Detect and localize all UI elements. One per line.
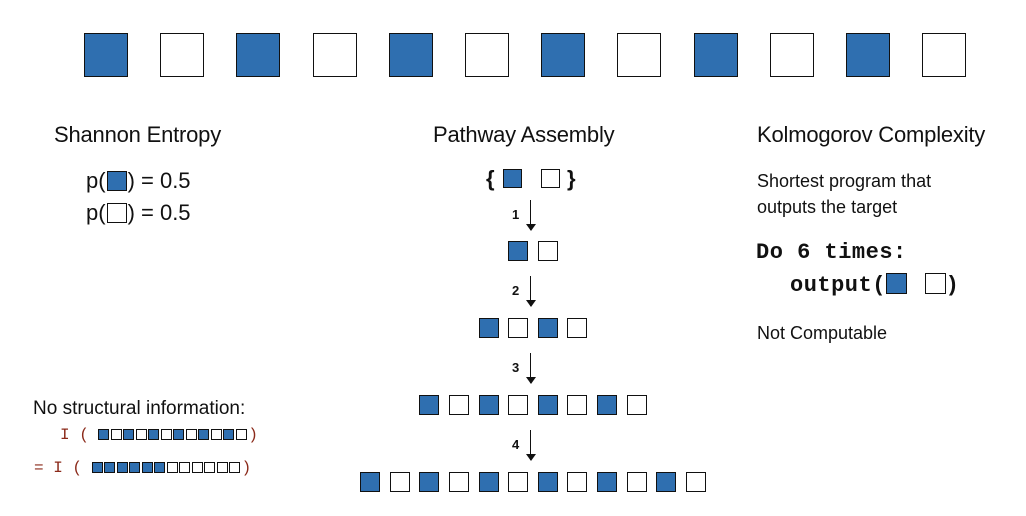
- step-3-arrow-icon: [525, 353, 536, 384]
- kolmogorov-description-line-1: Shortest program that: [757, 171, 932, 191]
- pathway-square-filled: [360, 472, 380, 492]
- target-square-empty: [313, 33, 357, 77]
- step-2-label: 2: [512, 283, 520, 298]
- not-computable-label: Not Computable: [757, 323, 888, 343]
- kolmogorov-complexity-title: Kolmogorov Complexity: [757, 122, 986, 147]
- target-square-empty: [465, 33, 509, 77]
- pathway-square-empty: [567, 472, 587, 492]
- pathway-square-empty: [567, 318, 587, 338]
- target-square-filled: [389, 33, 433, 77]
- pathway-square-filled: [419, 472, 439, 492]
- target-square-empty: [617, 33, 661, 77]
- pathway-square-empty: [508, 395, 528, 415]
- mini-square-filled: [223, 429, 235, 440]
- shannon-entropy-title: Shannon Entropy: [54, 122, 222, 147]
- target-square-filled: [694, 33, 738, 77]
- pathway-square-empty: [686, 472, 706, 492]
- pathway-square-filled: [479, 318, 499, 338]
- building-block-empty: [541, 169, 560, 188]
- pathway-square-empty: [449, 472, 469, 492]
- pathway-square-empty: [567, 395, 587, 415]
- pathway-square-filled: [538, 318, 558, 338]
- mini-square-empty: [235, 429, 247, 440]
- brace-close: }: [567, 166, 576, 191]
- mini-square-empty: [216, 462, 228, 473]
- mini-square-empty: [229, 462, 241, 473]
- mini-square-empty: [210, 429, 222, 440]
- pathway-square-empty: [449, 395, 469, 415]
- brace-open: {: [486, 166, 495, 191]
- pathway-square-filled: [597, 395, 617, 415]
- program-line-2: output( ): [790, 273, 960, 298]
- step-2-arrow-icon: [525, 276, 536, 307]
- mini-square-filled: [91, 462, 103, 473]
- pathway-square-filled: [538, 472, 558, 492]
- pathway-square-empty: [508, 318, 528, 338]
- empty-square-icon: [924, 273, 946, 294]
- pathway-square-filled: [479, 472, 499, 492]
- probability-empty: p() = 0.5: [86, 200, 191, 225]
- mini-square-empty: [135, 429, 147, 440]
- mini-square-filled: [198, 429, 210, 440]
- mini-square-filled: [98, 429, 110, 440]
- kolmogorov-description-line-2: outputs the target: [757, 197, 898, 217]
- mini-square-filled: [116, 462, 128, 473]
- no-structural-information-label: No structural information:: [33, 398, 246, 419]
- pathway-square-filled: [508, 241, 528, 261]
- information-grouped: = I ( ): [34, 459, 252, 477]
- filled-square-icon: [106, 171, 127, 191]
- target-square-filled: [541, 33, 585, 77]
- building-block-filled: [503, 169, 522, 188]
- mini-square-filled: [173, 429, 185, 440]
- probability-filled: p() = 0.5: [86, 168, 191, 193]
- filled-square-icon: [885, 273, 907, 294]
- mini-square-empty: [166, 462, 178, 473]
- pathway-square-empty: [390, 472, 410, 492]
- mini-square-filled: [141, 462, 153, 473]
- target-square-filled: [846, 33, 890, 77]
- mini-square-empty: [110, 429, 122, 440]
- information-alternating: I ( ): [60, 426, 259, 444]
- pathway-assembly-title: Pathway Assembly: [433, 122, 615, 147]
- mini-square-empty: [160, 429, 172, 440]
- step-4-arrow-icon: [525, 430, 536, 461]
- step-1-label: 1: [512, 207, 520, 222]
- pathway-square-empty: [627, 395, 647, 415]
- target-square-empty: [160, 33, 204, 77]
- target-square-filled: [236, 33, 280, 77]
- mini-square-empty: [179, 462, 191, 473]
- step-1-arrow-icon: [525, 200, 536, 231]
- target-square-empty: [770, 33, 814, 77]
- step-3-label: 3: [512, 360, 520, 375]
- empty-square-icon: [106, 203, 127, 223]
- pathway-square-filled: [656, 472, 676, 492]
- mini-square-empty: [191, 462, 203, 473]
- step-4-label: 4: [512, 437, 520, 452]
- alternating-mini-sequence: [98, 426, 248, 444]
- pathway-square-empty: [627, 472, 647, 492]
- pathway-square-filled: [479, 395, 499, 415]
- mini-square-empty: [204, 462, 216, 473]
- mini-square-filled: [129, 462, 141, 473]
- target-square-filled: [84, 33, 128, 77]
- pathway-square-empty: [538, 241, 558, 261]
- pathway-square-filled: [419, 395, 439, 415]
- mini-square-filled: [154, 462, 166, 473]
- mini-square-filled: [148, 429, 160, 440]
- pathway-square-filled: [597, 472, 617, 492]
- pathway-square-filled: [538, 395, 558, 415]
- target-square-empty: [922, 33, 966, 77]
- program-line-1: Do 6 times:: [756, 240, 907, 265]
- mini-square-filled: [123, 429, 135, 440]
- pathway-square-empty: [508, 472, 528, 492]
- mini-square-empty: [185, 429, 197, 440]
- mini-square-filled: [104, 462, 116, 473]
- grouped-mini-sequence: [91, 459, 242, 477]
